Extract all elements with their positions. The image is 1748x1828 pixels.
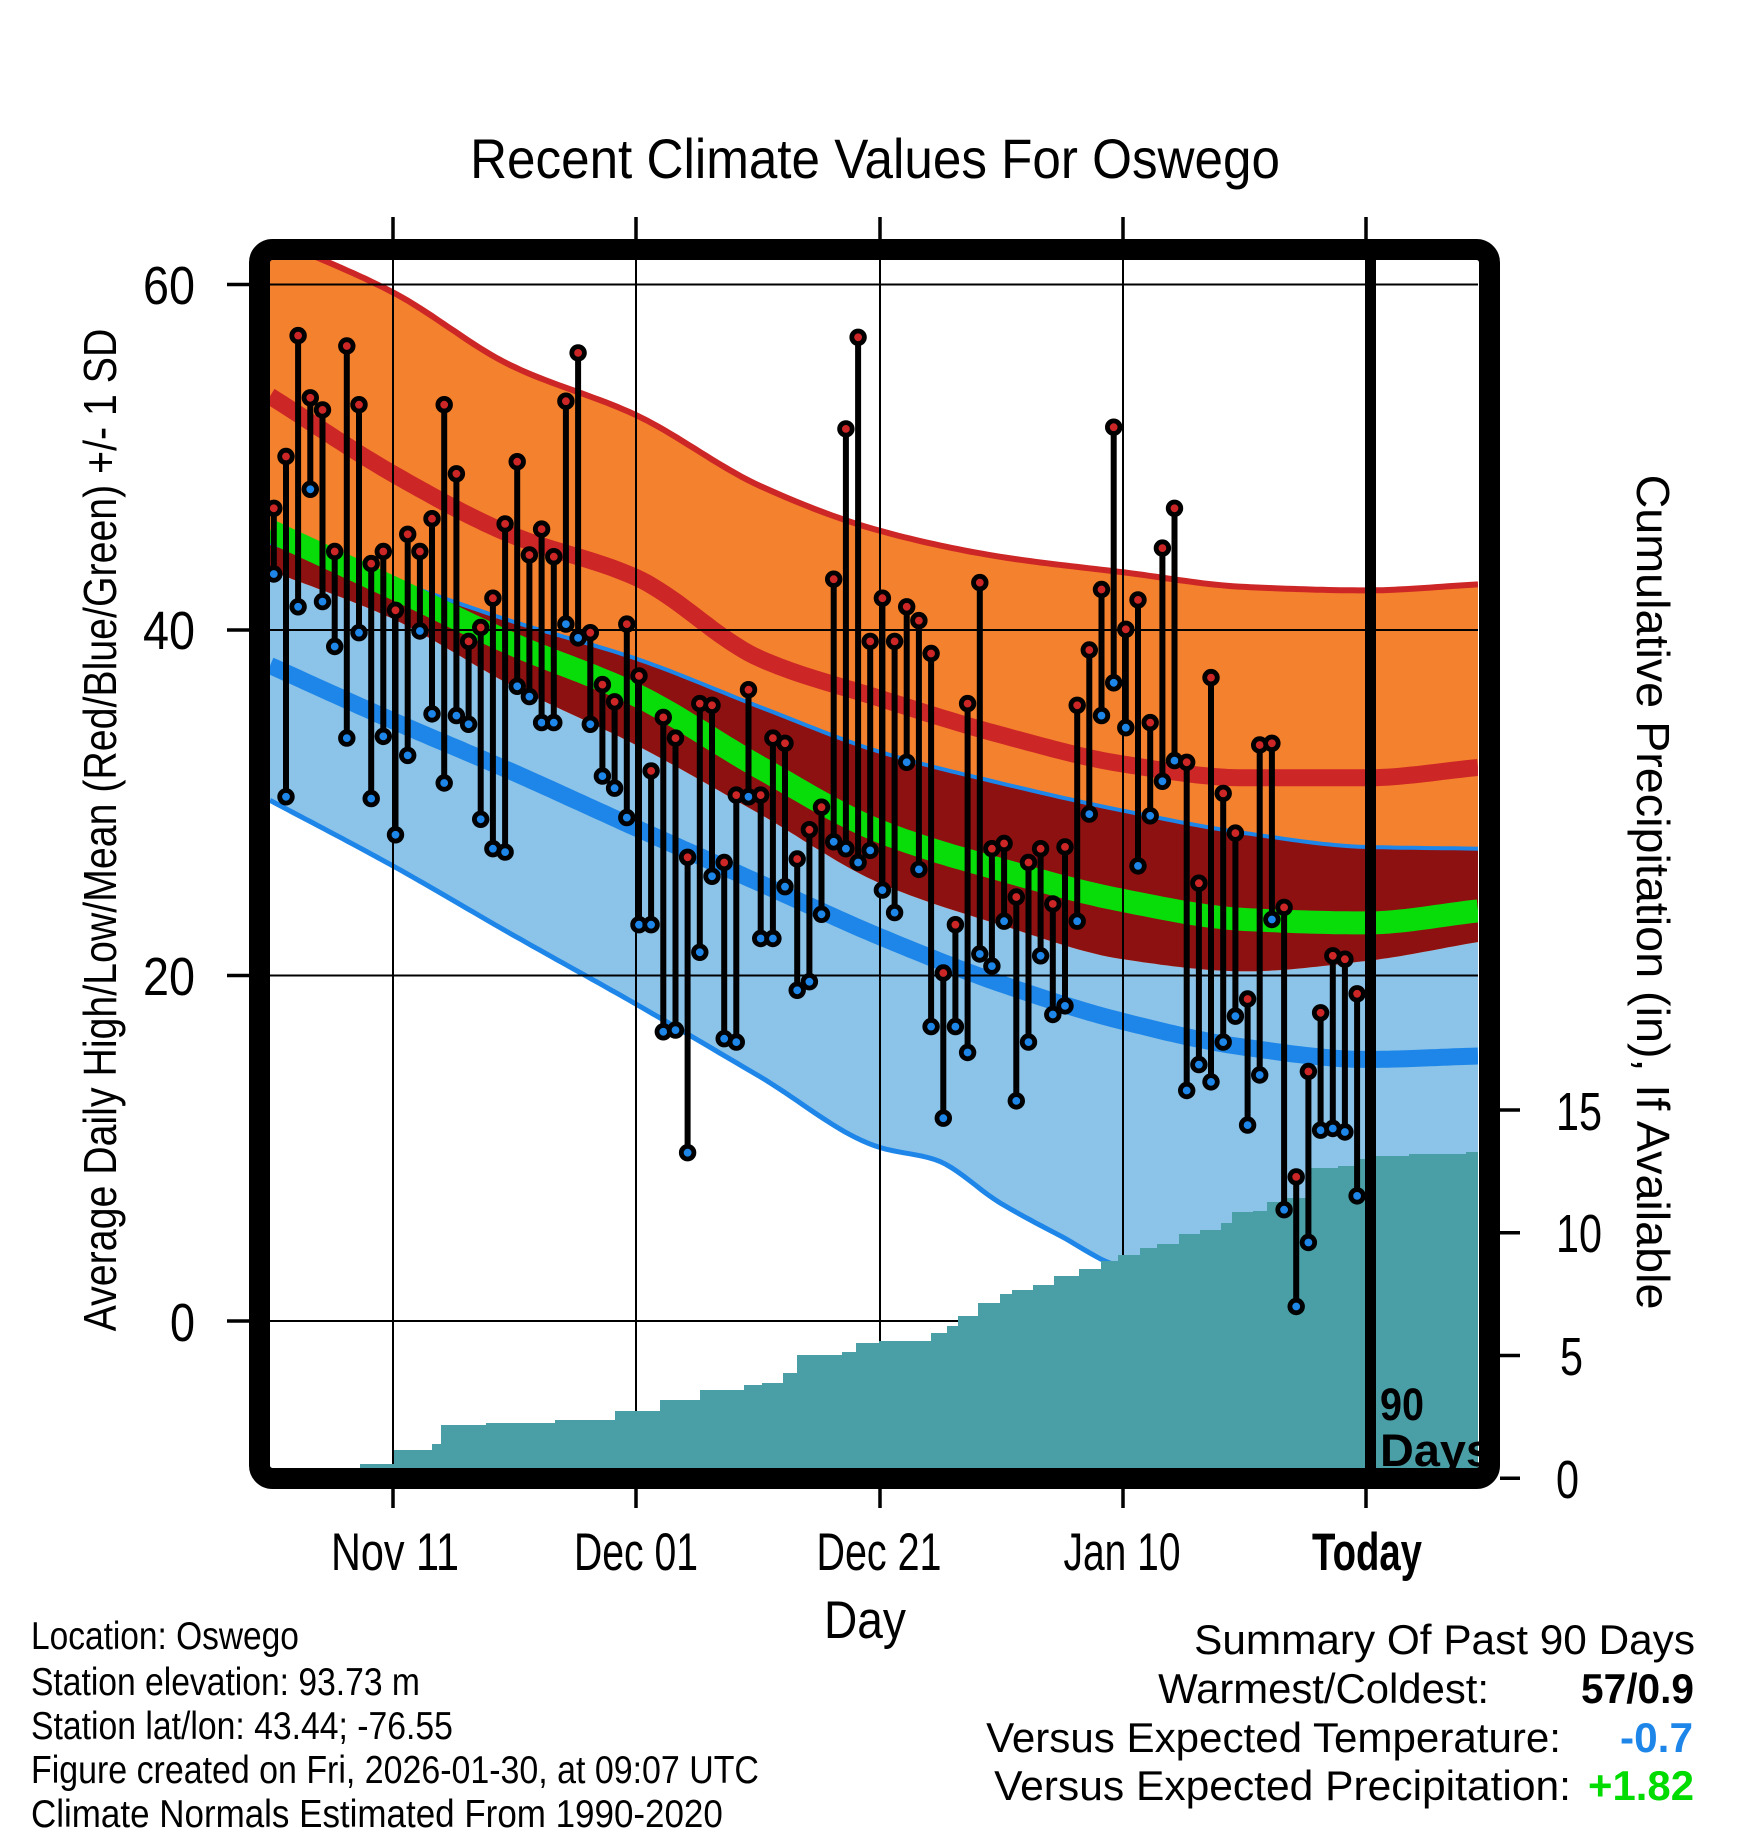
svg-text:Jan 10: Jan 10: [1064, 1522, 1181, 1581]
svg-text:0: 0: [1556, 1450, 1579, 1511]
svg-text:Nov 11: Nov 11: [331, 1523, 459, 1582]
svg-text:Figure created on Fri, 2026-01: Figure created on Fri, 2026-01-30, at 09…: [31, 1748, 759, 1792]
svg-text:15: 15: [1556, 1082, 1602, 1143]
svg-text:20: 20: [143, 946, 195, 1007]
svg-text:10: 10: [1556, 1204, 1602, 1265]
svg-text:Average Daily High/Low/Mean (R: Average Daily High/Low/Mean (Red/Blue/Gr…: [75, 329, 127, 1332]
svg-text:Station elevation: 93.73 m: Station elevation: 93.73 m: [31, 1660, 420, 1704]
svg-text:Today: Today: [1312, 1522, 1422, 1582]
svg-text:Climate Normals Estimated From: Climate Normals Estimated From 1990-2020: [31, 1791, 723, 1828]
svg-text:Location: Oswego: Location: Oswego: [31, 1614, 299, 1658]
svg-text:Versus Expected Precipitation:: Versus Expected Precipitation:: [994, 1762, 1571, 1809]
svg-text:Day: Day: [824, 1590, 906, 1650]
svg-text:40: 40: [143, 600, 195, 661]
svg-text:5: 5: [1560, 1327, 1583, 1388]
svg-text:-0.7: -0.7: [1620, 1714, 1693, 1761]
svg-text:Station lat/lon: 43.44; -76.55: Station lat/lon: 43.44; -76.55: [31, 1704, 453, 1748]
svg-text:Days: Days: [1380, 1425, 1492, 1476]
svg-text:57/0.9: 57/0.9: [1581, 1665, 1694, 1712]
svg-text:Cumulative Precipitation (in),: Cumulative Precipitation (in), If Availa…: [1627, 475, 1679, 1310]
svg-text:Warmest/Coldest:: Warmest/Coldest:: [1158, 1665, 1489, 1712]
svg-text:90: 90: [1380, 1380, 1424, 1430]
svg-text:+1.82: +1.82: [1588, 1762, 1694, 1809]
svg-text:Versus Expected Temperature:: Versus Expected Temperature:: [986, 1714, 1561, 1761]
svg-text:Summary Of Past 90 Days: Summary Of Past 90 Days: [1194, 1616, 1695, 1663]
svg-text:0: 0: [170, 1292, 195, 1353]
svg-text:Dec 01: Dec 01: [574, 1522, 698, 1581]
svg-text:Dec 21: Dec 21: [816, 1522, 941, 1581]
svg-text:60: 60: [143, 255, 195, 316]
svg-text:Recent Climate Values For Oswe: Recent Climate Values For Oswego: [470, 128, 1280, 191]
